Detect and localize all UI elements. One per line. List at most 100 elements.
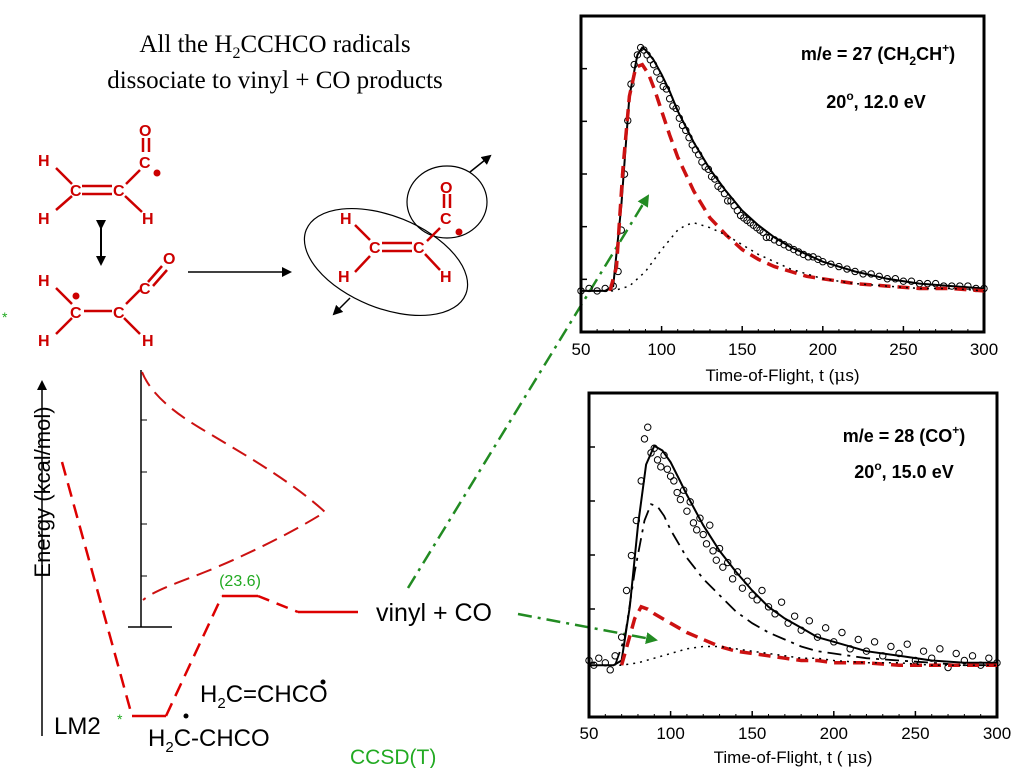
atom-h: H xyxy=(38,153,50,170)
data-point xyxy=(693,526,701,534)
x-axis-label: Time-of-Flight, t (μs) xyxy=(705,366,859,386)
energy-distribution-inset xyxy=(128,370,327,628)
radical-dot xyxy=(72,292,80,300)
product-label: vinyl + CO xyxy=(376,599,492,627)
atom-o: O xyxy=(440,180,452,197)
atom-h: H xyxy=(38,333,50,350)
data-point xyxy=(723,197,732,205)
atom-c: C xyxy=(70,305,82,322)
data-point xyxy=(870,638,879,646)
data-point xyxy=(663,465,672,473)
x-tick-label: 250 xyxy=(889,340,917,359)
data-point xyxy=(748,591,756,599)
data-point xyxy=(762,233,771,242)
data-point xyxy=(854,635,862,644)
data-point xyxy=(805,617,814,625)
fit-dashdot-line xyxy=(614,503,997,667)
atom-h: H xyxy=(38,211,50,228)
radical-dot xyxy=(455,228,463,236)
atom-c: C xyxy=(70,183,82,200)
atom-h: H xyxy=(142,211,154,228)
data-point xyxy=(728,575,737,583)
atom-h: H xyxy=(338,269,350,286)
data-point xyxy=(936,645,944,653)
mass-label: m/e = 28 (CO+) xyxy=(843,423,966,446)
x-tick-label: 50 xyxy=(580,724,599,743)
atom-h: H xyxy=(340,211,352,228)
data-point xyxy=(673,488,681,497)
energy-axis-label: Energy (kcal/mol) xyxy=(30,406,55,577)
title-line-1: All the H2CCHCO radicals xyxy=(139,31,410,62)
data-point xyxy=(706,521,714,529)
energy-diagram: Energy (kcal/mol) (23.6) vinyl + CO LM2 … xyxy=(30,370,492,768)
radical-dot xyxy=(183,713,189,719)
data-point xyxy=(595,654,603,662)
data-point xyxy=(719,563,727,571)
atom-h: H xyxy=(440,269,452,286)
radical-dot xyxy=(153,169,161,177)
x-tick-label: 300 xyxy=(970,340,998,359)
fit-total-line xyxy=(581,46,985,292)
data-point xyxy=(644,423,652,431)
resonance-structure-ketene: H H C C H C O xyxy=(38,251,175,350)
condition-label: 20o, 15.0 eV xyxy=(854,459,953,482)
data-point xyxy=(903,640,911,648)
species-h2c-radical-chco: H2C-CHCO xyxy=(148,725,270,756)
connector-arrow-27 xyxy=(406,194,650,589)
fit-vinyl-co-line xyxy=(608,62,985,293)
data-point xyxy=(686,498,694,506)
data-point xyxy=(821,624,830,632)
barrier-label: (23.6) xyxy=(219,573,261,590)
data-point xyxy=(887,642,895,651)
data-point xyxy=(670,477,678,485)
data-points-series xyxy=(577,43,988,295)
x-tick-label: 200 xyxy=(820,724,848,743)
data-point xyxy=(653,456,662,464)
atom-c: C xyxy=(113,305,125,322)
data-point xyxy=(964,282,972,290)
atom-h: H xyxy=(142,333,154,350)
fit-dotted-line xyxy=(605,645,997,666)
atom-c: C xyxy=(139,155,151,172)
x-tick-label: 150 xyxy=(728,340,756,359)
data-point xyxy=(777,598,786,606)
x-tick-label: 100 xyxy=(647,340,675,359)
atom-c: C xyxy=(413,240,425,257)
x-tick-label: 100 xyxy=(656,724,684,743)
data-point xyxy=(702,540,711,548)
minimum-label: LM2 xyxy=(54,713,101,740)
atom-c: C xyxy=(139,281,151,298)
x-tick-label: 300 xyxy=(983,724,1011,743)
x-tick-label: 150 xyxy=(738,724,766,743)
tof-chart-me28: 50 100 150 200 250 300 Time-of-Flight, t ( μs)… xyxy=(580,391,1011,768)
data-point xyxy=(790,612,799,620)
data-point xyxy=(606,666,614,674)
data-point xyxy=(640,435,649,443)
x-tick-label: 200 xyxy=(809,340,837,359)
data-point xyxy=(919,647,928,655)
atom-o: O xyxy=(163,251,175,268)
condition-label: 20o, 12.0 eV xyxy=(826,89,925,112)
data-point xyxy=(968,652,977,660)
resonance-structure-acyl: H H C C H C O xyxy=(38,123,161,228)
atom-c: C xyxy=(440,211,452,228)
data-point xyxy=(709,547,717,555)
tof-chart-me27: 50 100 150 200 250 300 Time-of-Flight, t (μs) m… xyxy=(572,14,998,386)
lm2-star: * xyxy=(117,711,123,727)
reaction-pathway xyxy=(60,461,224,717)
atom-c: C xyxy=(113,183,125,200)
data-point xyxy=(758,586,766,595)
data-point xyxy=(764,603,773,611)
data-point xyxy=(683,507,691,515)
method-label: CCSD(T) xyxy=(350,746,436,768)
data-point xyxy=(696,514,704,522)
atom-o: O xyxy=(139,123,151,140)
data-point xyxy=(738,584,747,592)
fit-dotted-line xyxy=(597,222,985,292)
data-point xyxy=(724,558,732,567)
x-axis-label: Time-of-Flight, t ( μs) xyxy=(714,748,873,768)
data-point xyxy=(622,586,631,595)
atom-h: H xyxy=(38,273,50,290)
title-line-2: dissociate to vinyl + CO products xyxy=(107,67,443,94)
